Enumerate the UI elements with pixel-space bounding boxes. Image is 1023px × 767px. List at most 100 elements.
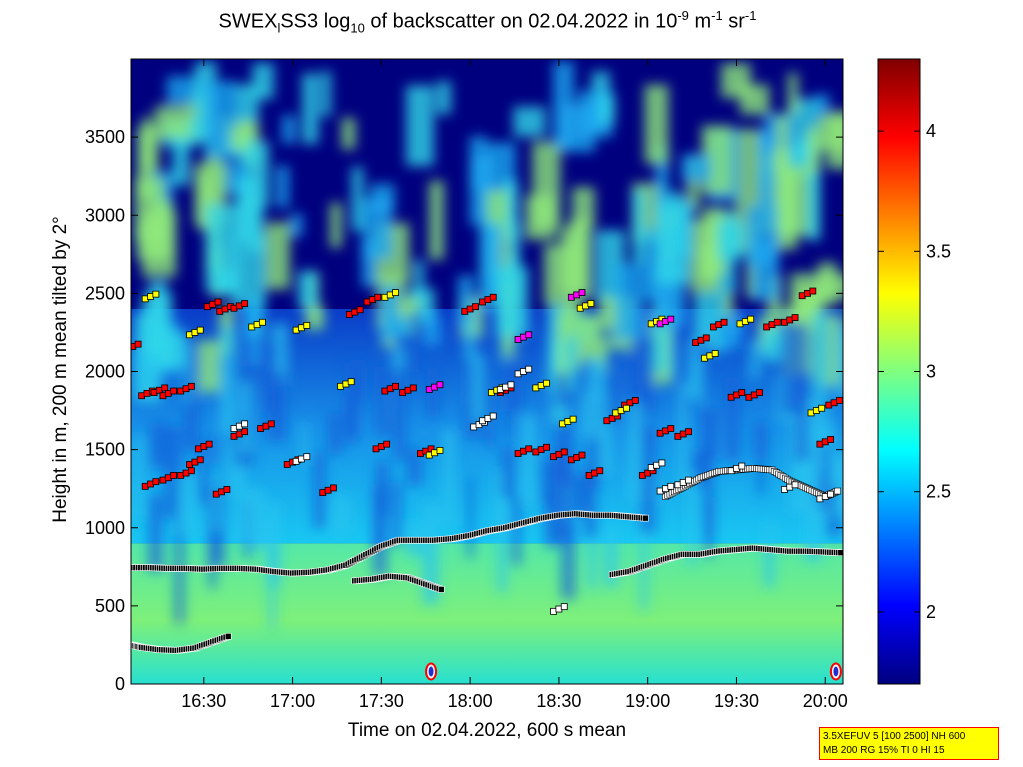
cloud-base-red <box>152 478 160 486</box>
heatmap-patch <box>705 497 714 537</box>
ground-marker-core <box>428 666 434 677</box>
heatmap-patch <box>235 176 260 236</box>
cloud-base-red <box>170 387 178 395</box>
cloud-base-red <box>241 300 249 307</box>
heatmap-patch <box>497 498 507 592</box>
heatmap-patch <box>150 422 168 468</box>
heatmap-patch <box>142 292 173 366</box>
y-tick-label: 2000 <box>85 362 125 382</box>
heatmap-patch <box>614 263 646 341</box>
colorbar-tick-label: 2 <box>926 602 936 622</box>
heatmap-patch <box>580 394 600 439</box>
cloud-base-white <box>525 365 533 373</box>
heatmap-patch <box>753 422 768 460</box>
heatmap-patch <box>640 336 655 412</box>
heatmap-patch <box>407 448 423 486</box>
heatmap-patch <box>655 201 691 284</box>
cloud-base-red <box>791 314 799 321</box>
heatmap-patch <box>837 323 843 401</box>
cloud-base-yellow <box>543 379 550 387</box>
cloud-base-red <box>170 472 178 479</box>
heatmap-patch <box>806 172 821 241</box>
heatmap-patch <box>427 368 439 417</box>
heatmap-patch <box>722 292 734 319</box>
cloud-base-white <box>489 412 497 420</box>
heatmap-patch <box>290 213 303 237</box>
heatmap-patch <box>132 345 141 389</box>
cloud-base-red <box>374 293 382 301</box>
heatmap-patch <box>328 413 343 454</box>
cloud-base-yellow <box>711 350 719 357</box>
heatmap-patch <box>719 320 740 349</box>
heatmap-patch <box>443 429 455 525</box>
heatmap-patch <box>681 154 711 182</box>
cloud-base-red <box>720 318 728 326</box>
heatmap-patch <box>818 115 843 152</box>
heatmap-patch <box>511 496 521 566</box>
heatmap-patch <box>776 115 789 168</box>
cloud-base-white <box>738 462 746 470</box>
cloud-base-red <box>241 428 249 436</box>
heatmap-patch <box>174 520 184 624</box>
heatmap-patch <box>212 430 219 464</box>
y-tick-label: 1500 <box>85 440 125 460</box>
cloud-base-yellow <box>587 300 595 307</box>
heatmap-patch <box>640 509 648 610</box>
cloud-base-white <box>241 420 249 428</box>
ground-marker-core <box>833 666 839 677</box>
heatmap-patch <box>807 127 821 170</box>
x-tick-label: 18:00 <box>448 691 493 711</box>
heatmap-low-band <box>131 543 843 684</box>
heatmap-patch <box>596 338 608 371</box>
heatmap-patch <box>572 187 595 227</box>
colorbar-tick-label: 3 <box>926 362 936 382</box>
x-tick-label: 20:00 <box>803 691 848 711</box>
cloud-base-red <box>525 445 533 453</box>
heatmap-patch <box>804 461 822 561</box>
heatmap-patch <box>394 367 407 460</box>
heatmap-patch <box>627 349 636 404</box>
heatmap-patch <box>179 474 195 536</box>
y-tick-label: 0 <box>115 674 125 694</box>
cloud-base-yellow <box>818 404 826 412</box>
heatmap-patch <box>632 189 646 264</box>
cloud-base-red <box>267 420 275 428</box>
heatmap-patch <box>821 440 831 504</box>
heatmap-patch <box>694 358 703 403</box>
heatmap-patch <box>749 340 760 379</box>
heatmap-patch <box>219 325 236 435</box>
info-line-2: MB 200 RG 15% TI 0 HI 15 <box>823 745 945 756</box>
y-tick-label: 1000 <box>85 518 125 538</box>
cloud-base-yellow <box>392 289 399 296</box>
cloud-base-red <box>187 467 195 475</box>
cloud-base-red <box>196 456 204 464</box>
x-tick-label: 17:30 <box>359 691 404 711</box>
layer-marker-0 <box>642 514 649 522</box>
heatmap-patch <box>641 427 656 534</box>
cloud-base-yellow <box>303 322 311 329</box>
heatmap-patch <box>406 85 434 167</box>
colorbar-tick-label: 4 <box>926 121 936 141</box>
cloud-base-white <box>303 453 311 461</box>
heatmap-patch <box>725 377 741 462</box>
heatmap-patch <box>282 115 296 144</box>
heatmap-patch <box>780 321 790 415</box>
heatmap-patch <box>479 224 502 311</box>
cloud-base-red <box>161 384 169 392</box>
cloud-base-magenta <box>525 331 533 339</box>
heatmap-patch <box>472 353 484 424</box>
heatmap-patch <box>298 270 318 309</box>
x-tick-label: 19:30 <box>714 691 759 711</box>
cloud-base-red <box>223 486 231 493</box>
cloud-base-yellow <box>258 318 266 326</box>
cloud-base-white-group <box>230 365 834 615</box>
heatmap-patch <box>414 260 425 312</box>
x-tick-label: 18:30 <box>536 691 581 711</box>
heatmap-patch <box>521 414 536 506</box>
heatmap-patch <box>392 481 402 546</box>
heatmap-patch <box>757 460 765 496</box>
layer-marker-4 <box>834 487 841 495</box>
cloud-base-red <box>827 436 834 443</box>
heatmap-patch <box>553 61 575 149</box>
heatmap-patch <box>757 130 775 207</box>
